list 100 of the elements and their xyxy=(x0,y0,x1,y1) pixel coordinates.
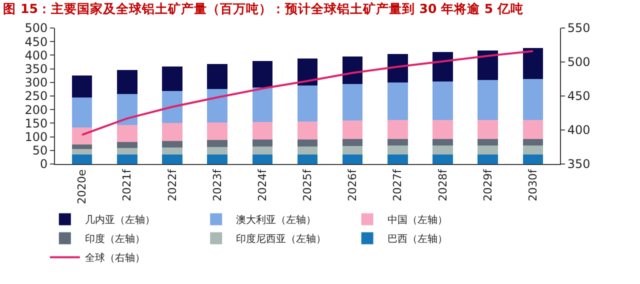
bar xyxy=(72,149,92,154)
bar xyxy=(342,120,363,139)
bar xyxy=(432,154,453,164)
bar xyxy=(432,146,453,154)
bar xyxy=(162,148,182,154)
y-tick-label: 300 xyxy=(24,76,48,90)
bar xyxy=(478,138,498,146)
y-tick-label: 50 xyxy=(32,144,48,158)
bar xyxy=(478,146,498,154)
line-series xyxy=(81,50,534,136)
bar xyxy=(342,138,363,146)
bar xyxy=(252,122,273,140)
bar xyxy=(252,87,273,122)
x-tick-label: 2030f xyxy=(526,168,540,202)
bar xyxy=(72,76,92,98)
bar xyxy=(117,148,138,154)
bar xyxy=(388,82,408,120)
bar xyxy=(117,142,138,148)
bar xyxy=(432,52,453,82)
bar xyxy=(342,84,363,120)
bar xyxy=(72,97,92,128)
y-tick-label: 350 xyxy=(24,62,48,76)
bar xyxy=(252,146,273,154)
bar xyxy=(297,154,318,164)
bar xyxy=(162,140,182,148)
bar xyxy=(478,154,498,164)
x-tick-label: 2026f xyxy=(346,168,360,202)
bar xyxy=(207,88,228,122)
bar xyxy=(162,91,182,124)
legend-label: 几内亚（左轴） xyxy=(84,214,155,226)
bar xyxy=(388,154,408,164)
y-tick-label: 100 xyxy=(24,130,48,144)
bar xyxy=(207,140,228,148)
bar xyxy=(432,120,453,139)
y-tick-label: 200 xyxy=(24,102,48,117)
bar xyxy=(342,154,363,164)
bar xyxy=(522,120,544,139)
bar xyxy=(117,125,138,142)
bar xyxy=(252,154,273,164)
bar xyxy=(117,70,138,94)
bar xyxy=(342,56,363,84)
bar xyxy=(252,140,273,146)
bar xyxy=(297,121,318,140)
bar xyxy=(72,144,92,150)
bar xyxy=(72,127,92,144)
x-tick-label: 2022f xyxy=(166,168,179,202)
bar xyxy=(207,64,228,89)
y2-tick-label: 450 xyxy=(567,89,590,104)
x-tick-label: 2021f xyxy=(120,168,134,202)
y-tick-label: 450 xyxy=(24,34,48,49)
bar xyxy=(522,48,544,80)
y2-tick-label: 550 xyxy=(567,21,590,36)
x-tick-label: 2028f xyxy=(436,168,450,202)
y2-tick-label: 350 xyxy=(567,157,590,172)
bar xyxy=(478,80,498,120)
chart-title: 图 15：主要国家及全球铝土矿产量（百万吨）：预计全球铝土矿产量到 30 年将逾 5 亿吨 xyxy=(3,1,524,16)
bar xyxy=(522,146,544,154)
bar xyxy=(162,123,182,141)
bar xyxy=(207,147,228,154)
x-tick-label: 2020e xyxy=(76,169,89,204)
bar xyxy=(388,54,408,82)
y-tick-label: 500 xyxy=(24,21,48,36)
bar xyxy=(297,146,318,154)
y-tick-label: 150 xyxy=(24,116,48,130)
bar xyxy=(162,154,182,164)
legend-label: 印度（左轴） xyxy=(84,233,145,246)
bar xyxy=(478,120,498,139)
x-tick-label: 2027f xyxy=(391,168,404,202)
bar xyxy=(522,79,544,120)
bar xyxy=(297,140,318,146)
bar xyxy=(162,66,182,92)
bar xyxy=(432,82,453,120)
bar xyxy=(252,61,273,88)
x-tick-label: 2025f xyxy=(301,168,314,202)
bar xyxy=(117,94,138,126)
y-tick-label: 0 xyxy=(40,157,48,172)
legend-label: 中国（左轴） xyxy=(387,214,448,226)
bar xyxy=(207,122,228,140)
bar xyxy=(297,86,318,122)
legend-label: 巴西（左轴） xyxy=(387,233,448,246)
bar xyxy=(297,58,318,86)
bar xyxy=(388,138,408,146)
x-tick-label: 2023f xyxy=(210,168,224,202)
y-tick-label: 250 xyxy=(24,89,48,104)
bar xyxy=(72,154,92,164)
y-tick-label: 400 xyxy=(24,48,48,62)
x-tick-label: 2024f xyxy=(256,168,269,202)
x-tick-label: 2029f xyxy=(481,168,494,202)
bar xyxy=(342,146,363,154)
legend-label: 印度尼西亚（左轴） xyxy=(236,233,326,246)
bar xyxy=(432,138,453,146)
bar xyxy=(388,146,408,154)
bar xyxy=(522,138,544,146)
y2-tick-label: 500 xyxy=(567,55,590,70)
bar xyxy=(207,154,228,164)
legend-label: 全球（右轴） xyxy=(84,252,145,264)
legend-label: 澳大利亚（左轴） xyxy=(236,214,316,226)
bar xyxy=(522,154,544,164)
bar xyxy=(478,50,498,80)
y2-tick-label: 400 xyxy=(567,123,590,138)
